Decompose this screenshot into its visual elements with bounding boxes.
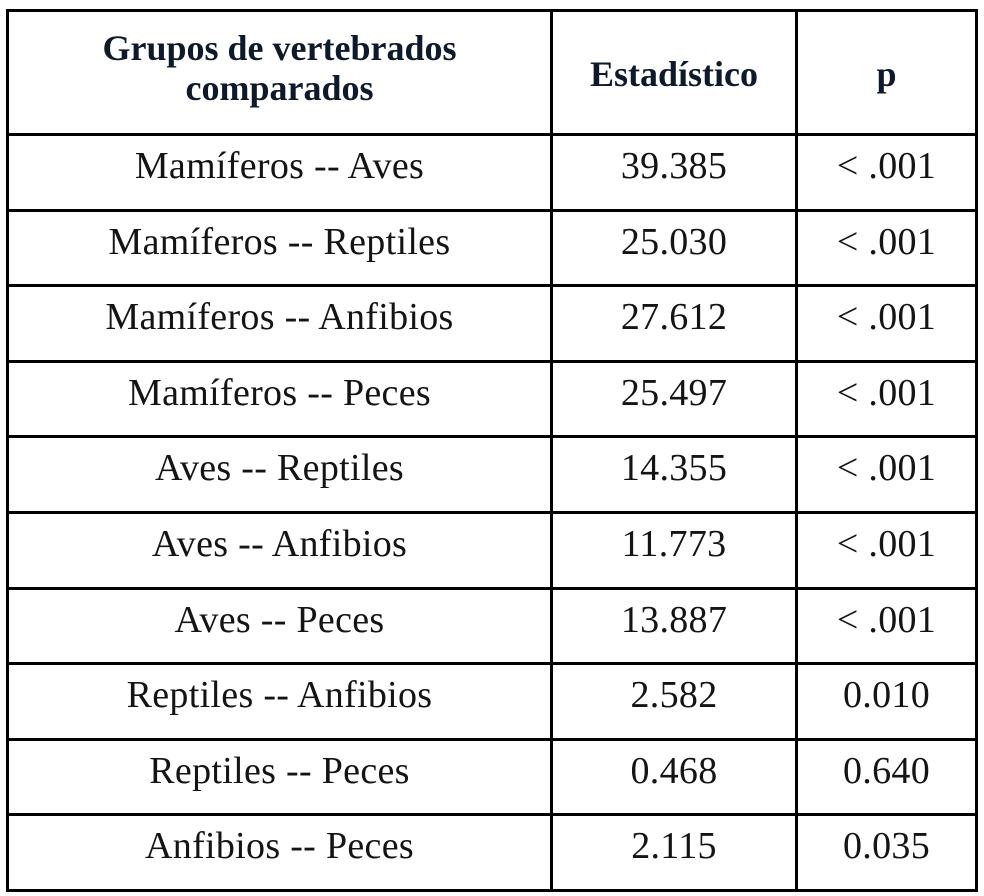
table-row: Aves -- Peces 13.887 < .001 (6, 586, 978, 666)
cell-p-value: 0.640 (795, 737, 978, 817)
table-row: Anfibios -- Peces 2.115 0.035 (6, 813, 978, 892)
comparison-table: Grupos de vertebrados comparados Estadís… (6, 9, 978, 892)
cell-statistic: 0.468 (550, 737, 798, 817)
cell-statistic: 39.385 (550, 133, 798, 212)
cell-p-value: < .001 (795, 510, 978, 590)
cell-groups: Aves -- Peces (6, 586, 553, 666)
table-row: Aves -- Reptiles 14.355 < .001 (6, 435, 978, 514)
cell-p-value: < .001 (795, 208, 978, 288)
cell-groups: Mamíferos -- Peces (6, 359, 553, 439)
cell-statistic: 27.612 (550, 284, 798, 363)
table-row: Mamíferos -- Aves 39.385 < .001 (6, 133, 978, 212)
cell-statistic: 11.773 (550, 510, 798, 590)
table-row: Aves -- Anfibios 11.773 < .001 (6, 510, 978, 590)
header-row: Grupos de vertebrados comparados Estadís… (6, 9, 978, 136)
cell-groups: Aves -- Anfibios (6, 510, 553, 590)
cell-statistic: 13.887 (550, 586, 798, 666)
cell-groups: Mamíferos -- Reptiles (6, 208, 553, 288)
cell-p-value: < .001 (795, 133, 978, 212)
cell-statistic: 25.497 (550, 359, 798, 439)
header-p-value: p (795, 9, 978, 136)
table-row: Mamíferos -- Peces 25.497 < .001 (6, 359, 978, 439)
cell-p-value: < .001 (795, 586, 978, 666)
cell-groups: Reptiles -- Anfibios (6, 662, 553, 741)
cell-groups: Reptiles -- Peces (6, 737, 553, 817)
cell-p-value: 0.010 (795, 662, 978, 741)
header-statistic: Estadístico (550, 9, 798, 136)
cell-groups: Mamíferos -- Aves (6, 133, 553, 212)
cell-p-value: 0.035 (795, 813, 978, 892)
cell-groups: Anfibios -- Peces (6, 813, 553, 892)
cell-p-value: < .001 (795, 435, 978, 514)
cell-statistic: 2.115 (550, 813, 798, 892)
cell-p-value: < .001 (795, 359, 978, 439)
table-row: Mamíferos -- Reptiles 25.030 < .001 (6, 208, 978, 288)
table-row: Reptiles -- Peces 0.468 0.640 (6, 737, 978, 817)
cell-statistic: 14.355 (550, 435, 798, 514)
cell-statistic: 25.030 (550, 208, 798, 288)
cell-statistic: 2.582 (550, 662, 798, 741)
header-groups: Grupos de vertebrados comparados (6, 9, 553, 136)
cell-groups: Mamíferos -- Anfibios (6, 284, 553, 363)
table-row: Reptiles -- Anfibios 2.582 0.010 (6, 662, 978, 741)
cell-p-value: < .001 (795, 284, 978, 363)
table-row: Mamíferos -- Anfibios 27.612 < .001 (6, 284, 978, 363)
cell-groups: Aves -- Reptiles (6, 435, 553, 514)
